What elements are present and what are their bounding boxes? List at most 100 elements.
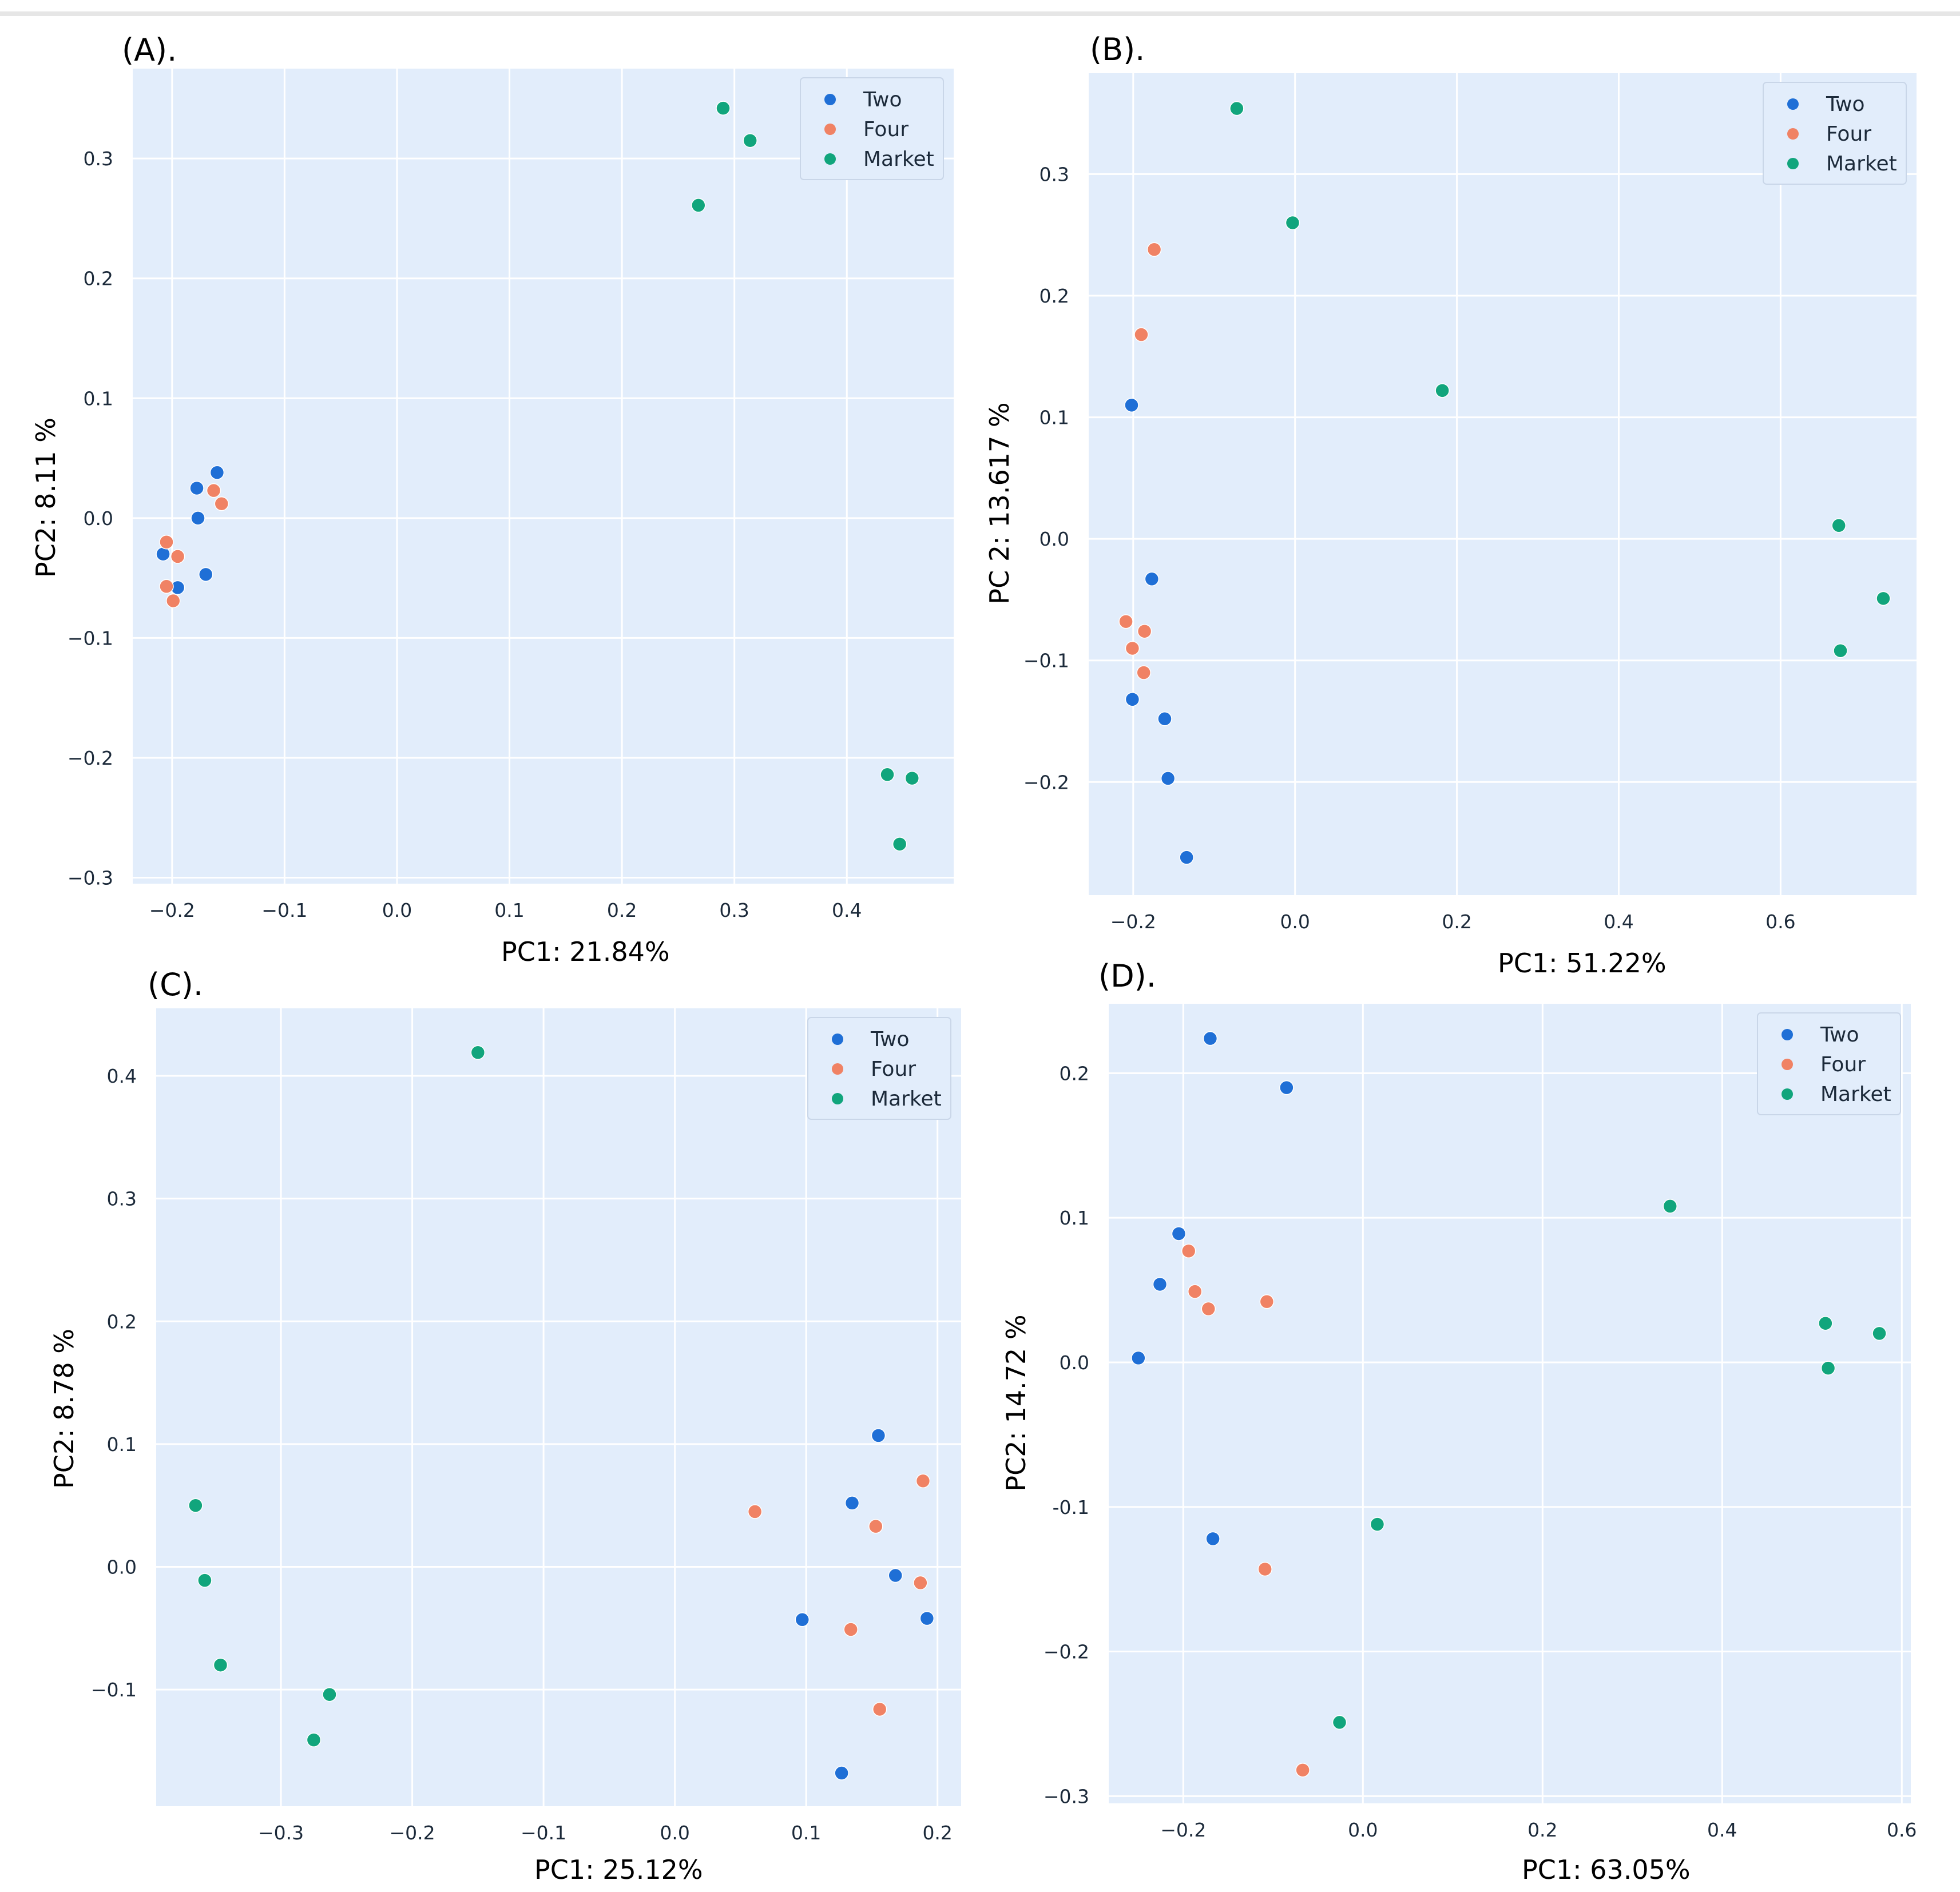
- point-four: [1259, 1294, 1275, 1309]
- point-four: [214, 496, 229, 511]
- x-tick-label: 0.4: [1604, 911, 1633, 933]
- legend-box: [1763, 82, 1907, 185]
- x-axis-title: PC1: 51.22%: [1498, 948, 1667, 979]
- point-market: [880, 767, 895, 782]
- legend-marker-two: [832, 1034, 843, 1045]
- point-market: [197, 1573, 212, 1588]
- point-two: [209, 465, 225, 480]
- legend-box: [807, 1017, 951, 1120]
- legend-label-four: Four: [1820, 1053, 1866, 1076]
- point-market: [1435, 383, 1450, 398]
- point-two: [199, 567, 213, 582]
- legend: Two Four Market: [800, 77, 944, 180]
- point-market: [1833, 643, 1848, 658]
- y-tick-label: 0.1: [107, 1433, 137, 1456]
- point-two: [795, 1612, 810, 1627]
- y-axis-title: PC2: 8.11 %: [30, 418, 61, 578]
- y-axis-title: PC2: 8.78 %: [49, 1329, 80, 1489]
- x-tick-label: −0.1: [521, 1822, 566, 1844]
- point-four: [1146, 242, 1162, 257]
- legend-marker-market: [824, 153, 836, 165]
- point-four: [913, 1575, 928, 1591]
- point-two: [156, 546, 170, 562]
- point-market: [743, 133, 757, 148]
- point-two: [189, 480, 204, 496]
- legend-marker-four: [824, 124, 836, 135]
- y-tick-label: 0.3: [84, 148, 113, 170]
- panel-label: (D).: [1098, 958, 1156, 994]
- y-tick-label: −0.3: [1044, 1785, 1089, 1807]
- legend-marker-four: [1782, 1059, 1793, 1070]
- y-tick-label: 0.0: [107, 1556, 137, 1579]
- point-two: [1131, 1350, 1146, 1366]
- point-two: [1279, 1080, 1294, 1095]
- y-tick-label: 0.0: [1060, 1352, 1089, 1374]
- point-two: [1179, 850, 1194, 865]
- point-four: [1187, 1284, 1203, 1299]
- point-market: [322, 1687, 337, 1702]
- x-tick-label: −0.2: [1160, 1819, 1206, 1841]
- y-tick-label: −0.1: [1023, 650, 1069, 672]
- point-four: [1134, 327, 1149, 342]
- legend-marker-market: [1782, 1088, 1793, 1100]
- point-four: [159, 579, 174, 594]
- point-market: [691, 198, 706, 213]
- x-tick-label: 0.4: [1707, 1819, 1737, 1841]
- point-two: [1144, 571, 1160, 587]
- x-axis-title: PC1: 63.05%: [1522, 1854, 1691, 1885]
- panel-b: −0.2 0.0 0.2 0.4 0.6 −0.2 −0.1 0.0 0.1 0.2 0.3 Two F…: [984, 31, 1917, 979]
- point-two: [1125, 692, 1140, 707]
- panel-label: (C).: [148, 967, 203, 1003]
- y-tick-label: 0.0: [84, 507, 113, 530]
- x-tick-label: 0.1: [791, 1822, 821, 1844]
- x-axis-title: PC1: 25.12%: [534, 1854, 703, 1885]
- y-tick-label: −0.1: [91, 1679, 137, 1701]
- point-market: [1876, 591, 1891, 606]
- point-two: [1157, 712, 1172, 726]
- y-tick-label: 0.0: [1039, 528, 1069, 550]
- y-tick-label: 0.2: [84, 268, 113, 290]
- point-two: [1205, 1531, 1220, 1547]
- point-market: [1229, 101, 1244, 116]
- legend-label-two: Two: [870, 1028, 910, 1051]
- x-tick-label: 0.6: [1765, 911, 1795, 933]
- x-tick-label: 0.4: [832, 899, 862, 921]
- y-tick-label: 0.2: [1039, 285, 1069, 307]
- point-four: [872, 1702, 887, 1717]
- y-tick-label: −0.2: [68, 747, 113, 769]
- point-two: [834, 1766, 849, 1780]
- panel-label: (B).: [1090, 31, 1145, 67]
- point-four: [843, 1622, 858, 1637]
- legend-marker-market: [1787, 158, 1799, 169]
- point-two: [844, 1496, 860, 1511]
- x-tick-label: −0.2: [149, 899, 195, 921]
- point-market: [1831, 518, 1846, 533]
- point-market: [1285, 215, 1300, 230]
- y-tick-label: -0.1: [1053, 1496, 1089, 1519]
- point-market: [1370, 1517, 1385, 1532]
- x-tick-label: −0.1: [261, 899, 307, 921]
- point-four: [1181, 1243, 1196, 1259]
- y-axis-title: PC 2: 13.617 %: [984, 402, 1015, 604]
- plot-area: [156, 1008, 961, 1806]
- x-tick-label: 0.0: [1280, 911, 1310, 933]
- x-tick-label: 0.3: [719, 899, 749, 921]
- point-two: [1171, 1226, 1187, 1241]
- legend-label-two: Two: [863, 88, 902, 112]
- y-tick-label: −0.1: [68, 627, 113, 649]
- legend: Two Four Market: [807, 1017, 951, 1120]
- point-four: [915, 1473, 931, 1489]
- x-tick-label: 0.1: [494, 899, 524, 921]
- legend-marker-four: [832, 1063, 843, 1075]
- x-tick-label: 0.2: [1442, 911, 1471, 933]
- legend-label-market: Market: [871, 1087, 942, 1111]
- y-tick-label: 0.1: [1039, 407, 1069, 429]
- x-tick-label: 0.2: [922, 1822, 952, 1844]
- y-axis-title: PC2: 14.72 %: [1001, 1314, 1031, 1491]
- point-market: [1872, 1326, 1887, 1341]
- point-four: [206, 483, 221, 498]
- panel-d: −0.2 0.0 0.2 0.4 0.6 −0.3 −0.2 -0.1 0.0 0.1 0.2 Two…: [1001, 958, 1917, 1885]
- point-two: [871, 1428, 886, 1443]
- y-tick-label: −0.2: [1044, 1641, 1089, 1663]
